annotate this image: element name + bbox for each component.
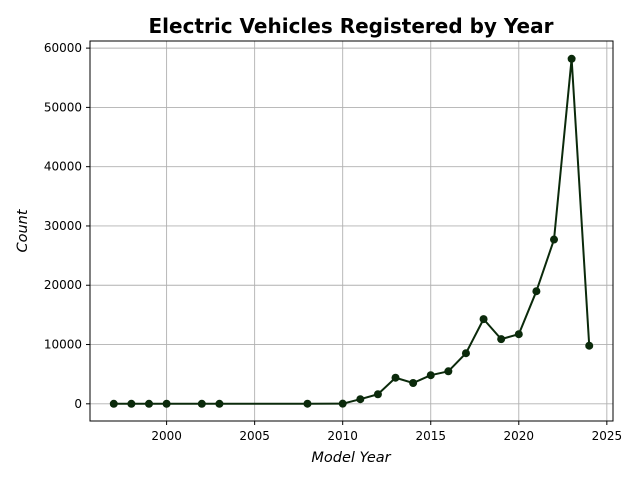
- y-tick-label: 60000: [44, 41, 82, 55]
- data-point: [461, 349, 470, 358]
- data-point: [215, 399, 224, 408]
- x-tick-label: 2025: [592, 429, 623, 443]
- data-point: [550, 235, 559, 244]
- x-tick-label: 2020: [504, 429, 535, 443]
- data-point: [303, 399, 312, 408]
- data-point: [109, 399, 118, 408]
- x-tick-label: 2010: [327, 429, 358, 443]
- axis-ticks: 2000 2005 2010 2015 2020 2025 0 10000 20000 30000…: [44, 41, 622, 443]
- x-tick-label: 2000: [151, 429, 182, 443]
- data-point: [514, 330, 523, 339]
- y-tick-label: 0: [74, 397, 82, 411]
- y-axis-label: Count: [15, 208, 31, 252]
- data-point: [162, 399, 171, 408]
- x-tick-label: 2005: [239, 429, 270, 443]
- chart-title: Electric Vehicles Registered by Year: [149, 14, 554, 38]
- y-tick-label: 50000: [44, 100, 82, 114]
- y-tick-label: 40000: [44, 160, 82, 174]
- data-point: [567, 54, 576, 63]
- x-axis-label: Model Year: [311, 450, 391, 466]
- data-point: [497, 335, 506, 344]
- data-point: [409, 379, 418, 388]
- data-point: [479, 315, 488, 324]
- data-point: [373, 390, 382, 399]
- data-point: [127, 399, 136, 408]
- y-tick-label: 30000: [44, 219, 82, 233]
- plot-frame: [89, 40, 614, 422]
- data-point: [356, 395, 365, 404]
- data-point: [144, 399, 153, 408]
- grid: [90, 41, 613, 421]
- y-tick-label: 10000: [44, 338, 82, 352]
- data-point: [444, 367, 453, 376]
- data-point: [426, 371, 435, 380]
- y-tick-label: 20000: [44, 278, 82, 292]
- data-point: [391, 373, 400, 382]
- data-point: [338, 399, 347, 408]
- data-point: [585, 341, 594, 350]
- series-line: [113, 57, 591, 405]
- data-point: [532, 287, 541, 296]
- data-point: [197, 399, 206, 408]
- x-tick-label: 2015: [415, 429, 446, 443]
- series-layer: [109, 54, 594, 408]
